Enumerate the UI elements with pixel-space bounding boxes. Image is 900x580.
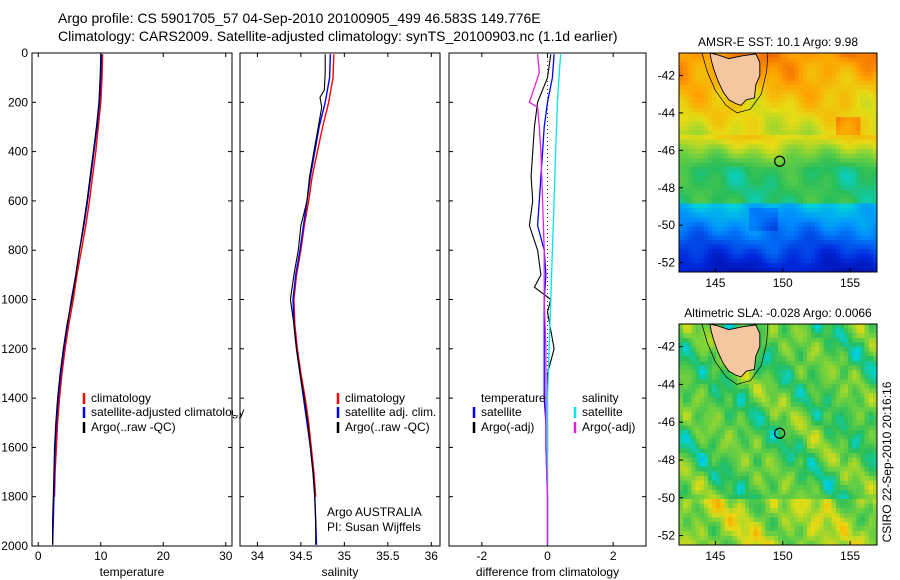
sst_map-shelf-contour (701, 52, 769, 114)
sla_map-xtick-label: 155 (840, 549, 860, 563)
sla-heatmap (679, 324, 877, 545)
temperature-ytick-label: 600 (8, 194, 28, 208)
sst_map-ytick-label: -48 (658, 181, 676, 195)
temperature-ytick-label: 1800 (1, 490, 28, 504)
temperature-xtick-label: 30 (219, 549, 233, 563)
salinity-series-line-2 (289, 54, 326, 545)
difference-xtick-label: 2 (610, 549, 617, 563)
salinity-axes-box (239, 52, 441, 547)
diff-legend-temp-satellite-label: satellite (481, 405, 522, 419)
sla_map-shelf-contour (701, 323, 769, 385)
sst_map-land-tasmania (709, 52, 761, 106)
temp-legend-argo-label: Argo(..raw -QC) (91, 420, 176, 434)
sla_map-xtick-label: 150 (773, 549, 793, 563)
temperature-ytick-label: 1600 (1, 440, 28, 454)
difference-xlabel: difference from climatology (476, 565, 619, 579)
sal-legend-climatology-label: climatology (345, 391, 405, 405)
diff-legend-temp-argo-label: Argo(-adj) (481, 420, 534, 434)
temperature-xlabel: temperature (100, 565, 165, 579)
sal-legend-argo-label: Argo(..raw -QC) (345, 420, 430, 434)
difference-xtick-label: -2 (476, 549, 487, 563)
sla_map-ytick-label: -50 (658, 491, 676, 505)
salinity-xlabel: salinity (322, 565, 359, 579)
sst_map-ytick-label: -42 (658, 68, 676, 82)
temperature-ytick-label: 400 (8, 145, 28, 159)
temperature-series-line-1 (51, 54, 103, 545)
temp-legend-satellite-label: satellite-adjusted climatology (91, 405, 244, 419)
difference-xtick-label: 0 (544, 549, 551, 563)
temperature-axes-box (31, 52, 233, 547)
sst_map-title: AMSR-E SST: 10.1 Argo: 9.98 (698, 35, 858, 49)
sla_map-ytick-label: -42 (658, 340, 676, 354)
figure-title-line-2: Climatology: CARS2009. Satellite-adjuste… (58, 28, 618, 44)
sla_map-ytick-label: -52 (658, 529, 676, 543)
diff-legend-sal-satellite-label: satellite (582, 405, 623, 419)
sst_map-float-marker (774, 155, 786, 167)
temperature-ytick-label: 800 (8, 243, 28, 257)
temperature-ytick-label: 200 (8, 95, 28, 109)
temperature-ytick-label: 1400 (1, 391, 28, 405)
sal-legend-satellite-label: satellite adj. clim. (345, 405, 436, 419)
temperature-ytick-label: 1000 (1, 293, 28, 307)
sla_map-ytick-label: -44 (658, 377, 676, 391)
temperature-ytick-label: 0 (21, 46, 28, 60)
salinity-xtick-label: 35.5 (376, 549, 400, 563)
salinity-xtick-label: 35 (338, 549, 352, 563)
difference-series-line-2 (546, 54, 562, 545)
sst-heatmap (679, 53, 877, 272)
sla_map-title: Altimetric SLA: -0.028 Argo: 0.0066 (684, 306, 872, 320)
sst_map-ytick-label: -44 (658, 106, 676, 120)
diff-legend-salinity-header: salinity (582, 391, 619, 405)
sla_map-land-tasmania (709, 323, 761, 378)
sst_map-axes-box (678, 52, 878, 273)
annotation-pi: PI: Susan Wijffels (327, 520, 421, 534)
diff-legend-temperature-header: temperature (481, 391, 546, 405)
sla_map-ytick-label: -48 (658, 453, 676, 467)
sst_map-ytick-label: -50 (658, 218, 676, 232)
sla_map-float-marker (774, 427, 786, 439)
temperature-series-line-2 (52, 54, 102, 545)
diff-legend-sal-argo-label: Argo(-adj) (582, 420, 635, 434)
sla_map-ytick-label: -46 (658, 415, 676, 429)
sla_map-xtick-label: 145 (705, 549, 725, 563)
temperature-xtick-label: 20 (157, 549, 171, 563)
credit-vertical: CSIRO 22-Sep-2010 20:16:16 (880, 381, 894, 542)
sst_map-xtick-label: 145 (705, 276, 725, 290)
temperature-xtick-label: 10 (94, 549, 108, 563)
temperature-ytick-label: 1200 (1, 342, 28, 356)
sla_map-axes-box (678, 323, 878, 546)
sst_map-ytick-label: -46 (658, 143, 676, 157)
sst_map-ytick-label: -52 (658, 256, 676, 270)
annotation-group: Argo AUSTRALIA (327, 505, 422, 519)
temperature-series-line-0 (53, 54, 104, 497)
salinity-xtick-label: 34.5 (289, 549, 313, 563)
sst_map-xtick-label: 155 (840, 276, 860, 290)
temperature-ytick-label: 2000 (1, 539, 28, 553)
salinity-xtick-label: 34 (251, 549, 265, 563)
difference-series-line-3 (528, 54, 549, 545)
legend-overflow-mask (233, 395, 240, 415)
salinity-xtick-label: 36 (425, 549, 439, 563)
sst_map-xtick-label: 150 (773, 276, 793, 290)
figure-title-line-1: Argo profile: CS 5901705_57 04-Sep-2010 … (58, 10, 541, 26)
temperature-xtick-label: 0 (35, 549, 42, 563)
salinity-series-line-0 (293, 54, 335, 497)
temp-legend-climatology-label: climatology (91, 391, 151, 405)
